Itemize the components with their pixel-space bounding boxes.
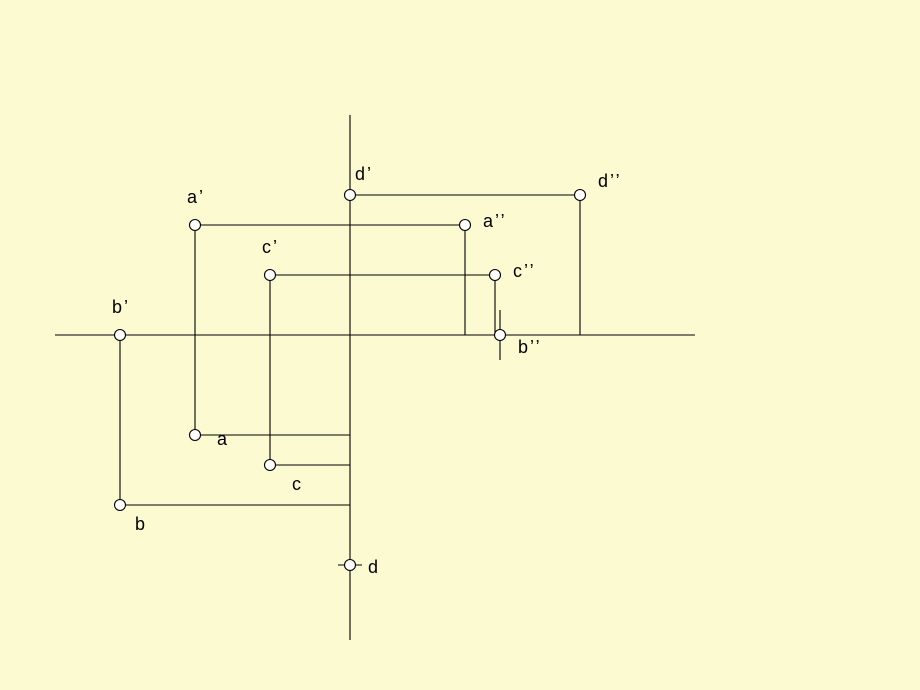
point-bpp xyxy=(495,330,506,341)
point-cpp xyxy=(490,270,501,281)
point-b xyxy=(115,500,126,511)
point-dp xyxy=(345,190,356,201)
label-bp: b’ xyxy=(112,297,130,317)
point-dpp xyxy=(575,190,586,201)
label-a: a xyxy=(217,429,229,449)
point-cp xyxy=(265,270,276,281)
label-bpp: b’’ xyxy=(518,337,542,357)
labels-layer: a b c d a’ b’ c’ d’ a’’ b’’ c’’ d’’ xyxy=(112,164,622,577)
label-app: a’’ xyxy=(483,211,507,231)
label-c: c xyxy=(292,474,303,494)
point-c xyxy=(265,460,276,471)
label-d: d xyxy=(368,557,380,577)
point-app xyxy=(460,220,471,231)
point-ap xyxy=(190,220,201,231)
label-b: b xyxy=(135,514,147,534)
label-cpp: c’’ xyxy=(513,261,536,281)
point-bp xyxy=(115,330,126,341)
label-dpp: d’’ xyxy=(598,171,622,191)
point-d xyxy=(345,560,356,571)
projection-diagram: a b c d a’ b’ c’ d’ a’’ b’’ c’’ d’’ xyxy=(0,0,920,690)
label-cp: c’ xyxy=(262,237,279,257)
point-a xyxy=(190,430,201,441)
label-ap: a’ xyxy=(187,187,205,207)
label-dp: d’ xyxy=(355,164,373,184)
